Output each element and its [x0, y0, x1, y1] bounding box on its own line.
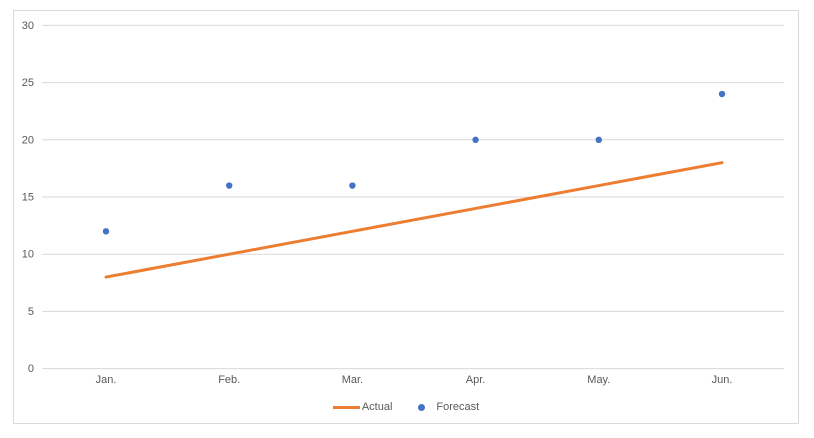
- x-axis-label: May.: [587, 374, 610, 386]
- forecast-point: [102, 228, 110, 235]
- x-axis-label: Mar.: [342, 374, 363, 386]
- actual-line: [104, 161, 724, 279]
- legend-label-actual: Actual: [361, 401, 393, 413]
- x-axis-label: Jan.: [96, 374, 117, 386]
- legend-item-actual: Actual: [332, 401, 393, 413]
- forecast-point: [595, 136, 602, 143]
- forecast-point: [226, 182, 233, 189]
- chart-canvas: 0 5 10 15 20 25 30 Jan. Feb. Mar. Apr. May. Jun.: [22, 20, 784, 386]
- chart-legend: Actual Forecast: [14, 399, 798, 415]
- y-tick-label: 15: [22, 192, 34, 204]
- forecast-point: [718, 90, 726, 98]
- y-tick-label: 25: [22, 77, 34, 89]
- y-tick-label: 5: [28, 306, 34, 318]
- y-tick-label: 10: [22, 249, 34, 261]
- y-tick-label: 20: [22, 134, 34, 146]
- legend-label-forecast: Forecast: [436, 401, 480, 413]
- y-tick-label: 0: [28, 363, 34, 375]
- forecast-point: [349, 182, 356, 189]
- actual-line-swatch-icon: [332, 405, 360, 409]
- x-axis-label: Feb.: [218, 374, 240, 386]
- forecast-dot-swatch-icon: [418, 403, 426, 411]
- y-tick-label: 30: [22, 20, 34, 32]
- x-axis-label: Jun.: [712, 374, 733, 386]
- x-axis-label: Apr.: [466, 374, 486, 386]
- legend-item-forecast: Forecast: [418, 401, 479, 413]
- chart-frame: 0 5 10 15 20 25 30 Jan. Feb. Mar. Apr. May. Jun. Act…: [13, 10, 799, 424]
- forecast-point: [472, 136, 479, 143]
